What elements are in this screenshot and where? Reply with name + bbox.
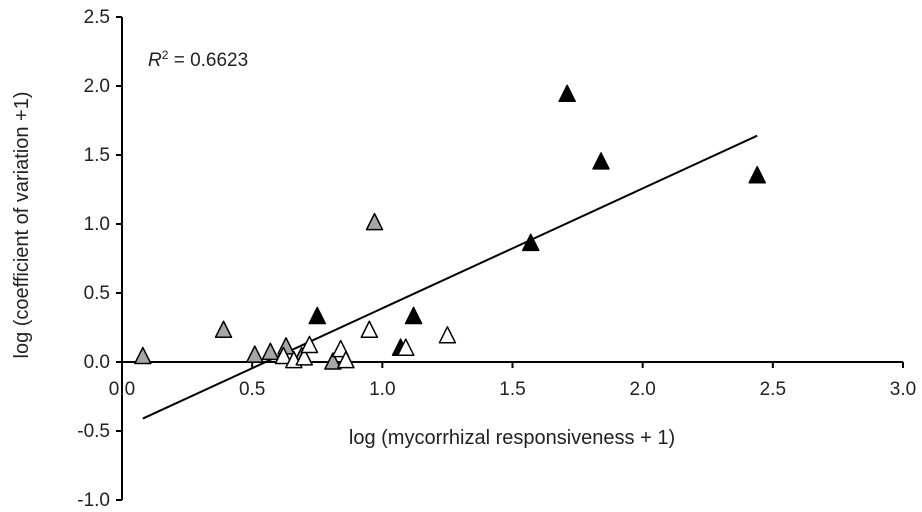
triangle-point [748, 165, 766, 184]
y-tick-label: 1.5 [84, 145, 110, 166]
r-squared-symbol: R [148, 50, 162, 71]
triangle-point [295, 348, 313, 366]
x-tick-label: 0.0 [109, 379, 135, 400]
triangle-point [360, 320, 379, 339]
triangle-point [274, 346, 293, 365]
triangle-point [308, 306, 326, 325]
x-tick-label: 0.5 [239, 379, 265, 400]
y-tick-label: 2.5 [84, 7, 110, 28]
y-tick-label: -0.5 [77, 421, 110, 442]
y-axis-title: log (coefficient of variation +1) [11, 91, 33, 358]
triangle-point [521, 233, 540, 252]
r-squared-value: = 0.6623 [168, 50, 248, 71]
r-squared-superscript: 2 [162, 48, 169, 62]
triangle-point [214, 320, 233, 339]
y-tick-label: -1.0 [77, 490, 110, 511]
y-tick-label: 0.5 [84, 283, 110, 304]
y-tick-label: 0.0 [84, 352, 110, 373]
x-axis-title: log (mycorrhizal responsiveness + 1) [349, 427, 675, 449]
tick-labels: -1.0 -0.5 0.0 0.5 1.0 1.5 2.0 2.5 0.0 0.5 1.0 1.5 2.… [77, 7, 916, 511]
triangle-point [261, 342, 280, 361]
data-points [134, 84, 766, 370]
x-tick-label: 1.0 [369, 379, 395, 400]
x-tick-label: 2.5 [760, 379, 786, 400]
x-tick-label: 1.5 [499, 379, 525, 400]
x-tick-label: 3.0 [890, 379, 916, 400]
triangle-point [592, 152, 610, 170]
x-tick-label: 2.0 [629, 379, 655, 400]
triangle-point [134, 346, 152, 365]
triangle-point [300, 335, 319, 354]
trendline [142, 134, 758, 420]
triangle-point [438, 326, 457, 344]
triangle-point [337, 350, 355, 369]
triangle-point [324, 352, 342, 370]
triangle-point [404, 306, 423, 325]
y-tick-label: 2.0 [84, 76, 110, 97]
triangle-point [558, 84, 576, 103]
triangle-point [365, 212, 384, 231]
triangle-point [246, 345, 264, 363]
r-squared-annotation: R2 = 0.6623 [148, 48, 248, 71]
y-tick-label: 1.0 [84, 214, 110, 235]
triangle-point [397, 338, 415, 356]
